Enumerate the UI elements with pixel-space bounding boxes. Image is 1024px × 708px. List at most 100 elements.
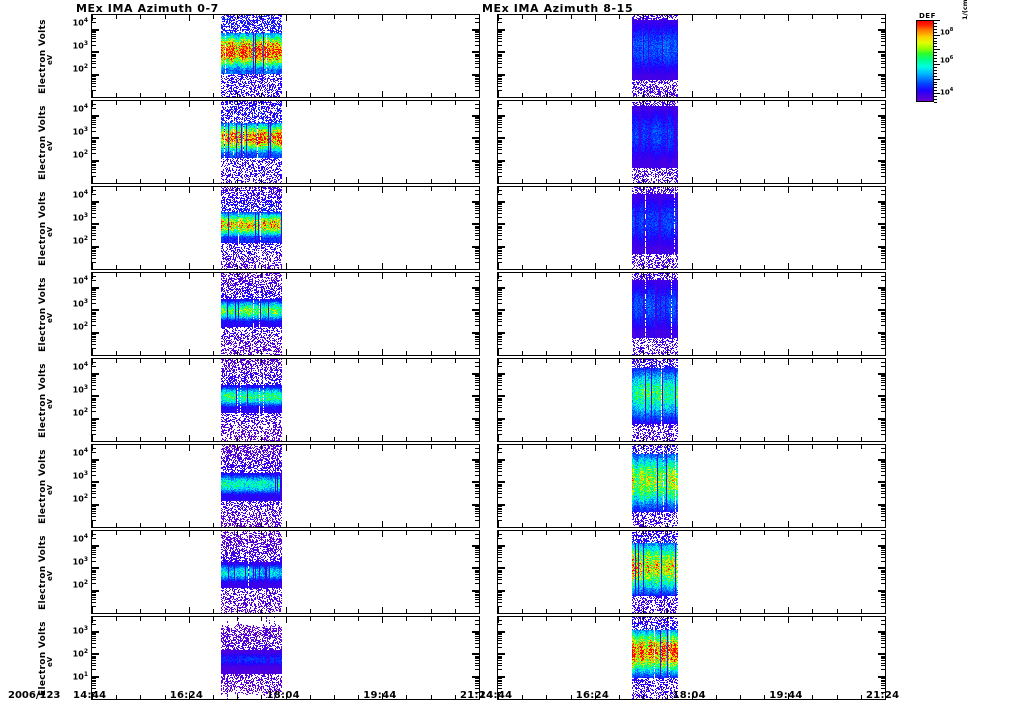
colorbar-tick [934, 46, 937, 48]
spectrogram-panel [91, 272, 480, 356]
x-tick-label-right: 18:04 [672, 690, 706, 701]
spectrogram-image [498, 101, 885, 183]
colorbar-tick [934, 22, 937, 24]
colorbar-tick [934, 34, 940, 36]
colorbar-tick [934, 81, 937, 83]
spectrogram-image [92, 101, 479, 183]
y-tick [878, 441, 885, 442]
y-axis-unit: eV [46, 54, 54, 65]
spectrogram-panel [91, 100, 480, 184]
x-tick-label-left: 21:24 [460, 690, 494, 701]
colorbar-tick [934, 49, 940, 51]
panel-plot-area [498, 273, 885, 355]
x-tick [479, 521, 480, 527]
spectrogram-image [92, 531, 479, 613]
x-tick [479, 359, 480, 365]
colorbar-tick [934, 63, 940, 65]
x-tick [479, 101, 480, 107]
y-axis-unit: eV [46, 484, 54, 495]
x-tick [479, 177, 480, 183]
y-tick [878, 613, 885, 614]
panel-plot-area [92, 101, 479, 183]
y-tick-label: 102 [72, 647, 88, 659]
y-tick-label: 104 [72, 275, 88, 286]
x-tick [479, 349, 480, 355]
y-tick [472, 97, 479, 98]
colorbar-tick [934, 58, 937, 60]
spectrogram-image [92, 359, 479, 441]
x-tick [885, 617, 886, 623]
y-tick [92, 97, 99, 98]
x-tick [885, 435, 886, 441]
y-tick-label: 104 [72, 189, 88, 200]
spectrogram-panel [497, 444, 886, 528]
colorbar-tick-label: 106 [940, 55, 954, 65]
right-column-title: MEx IMA Azimuth 8-15 [482, 2, 634, 15]
y-tick [498, 527, 505, 528]
panel-plot-area [498, 15, 885, 97]
y-tick-label: 103 [72, 384, 88, 395]
x-tick [479, 435, 480, 441]
colorbar-tick [934, 75, 937, 77]
colorbar-tick [934, 93, 940, 95]
left-panel-stack [91, 14, 480, 700]
y-tick [878, 183, 885, 184]
y-tick [92, 355, 99, 356]
colorbar-tick [934, 66, 937, 68]
y-axis-unit: eV [46, 570, 54, 581]
y-tick [472, 527, 479, 528]
colorbar-unit-label: 1/(cm²-s-sr-eV)/eV [961, 0, 969, 20]
spectrogram-panel [497, 100, 886, 184]
x-tick [885, 187, 886, 193]
colorbar-tick [934, 25, 937, 27]
y-tick [498, 97, 505, 98]
x-tick [479, 531, 480, 537]
y-tick-label: 104 [72, 361, 88, 372]
panel-plot-area [498, 359, 885, 441]
x-tick [885, 445, 886, 451]
spectrogram-image [498, 445, 885, 527]
y-tick [92, 613, 99, 614]
panel-plot-area [92, 273, 479, 355]
x-tick-label-left: 18:04 [266, 690, 300, 701]
y-tick-label: 103 [72, 40, 88, 51]
spectrogram-panel [497, 186, 886, 270]
spectrogram-panel [91, 14, 480, 98]
y-tick [878, 355, 885, 356]
y-tick-label: 103 [72, 556, 88, 567]
y-axis-unit: eV [46, 398, 54, 409]
y-tick [878, 269, 885, 270]
colorbar-tick-label: 108 [940, 26, 954, 36]
spectrogram-panel [497, 358, 886, 442]
x-tick [479, 445, 480, 451]
y-tick-label: 101 [72, 670, 88, 682]
colorbar-tick [934, 102, 937, 103]
panel-plot-area [498, 617, 885, 699]
x-tick [479, 91, 480, 97]
y-axis-unit: eV [46, 656, 54, 667]
y-tick-label: 103 [72, 298, 88, 309]
spectrogram-image [92, 273, 479, 355]
y-axis-unit: eV [46, 312, 54, 323]
y-tick-label: 102 [72, 493, 88, 504]
y-tick-label: 104 [72, 103, 88, 114]
colorbar-tick [934, 37, 937, 39]
y-tick-label: 104 [72, 533, 88, 544]
panel-plot-area [498, 531, 885, 613]
y-tick [472, 613, 479, 614]
y-tick-label: 104 [72, 447, 88, 458]
spectrogram-image [498, 531, 885, 613]
x-tick-label-right: 14:44 [479, 690, 513, 701]
y-tick-label: 102 [72, 63, 88, 74]
panel-plot-area [92, 617, 479, 699]
x-tick [885, 177, 886, 183]
y-tick [878, 527, 885, 528]
y-tick-label: 102 [72, 235, 88, 246]
y-tick-label: 104 [72, 17, 88, 28]
x-tick [885, 273, 886, 279]
colorbar-tick [934, 90, 937, 92]
spectrogram-panel [91, 530, 480, 614]
x-tick [885, 263, 886, 269]
panel-plot-area [92, 359, 479, 441]
